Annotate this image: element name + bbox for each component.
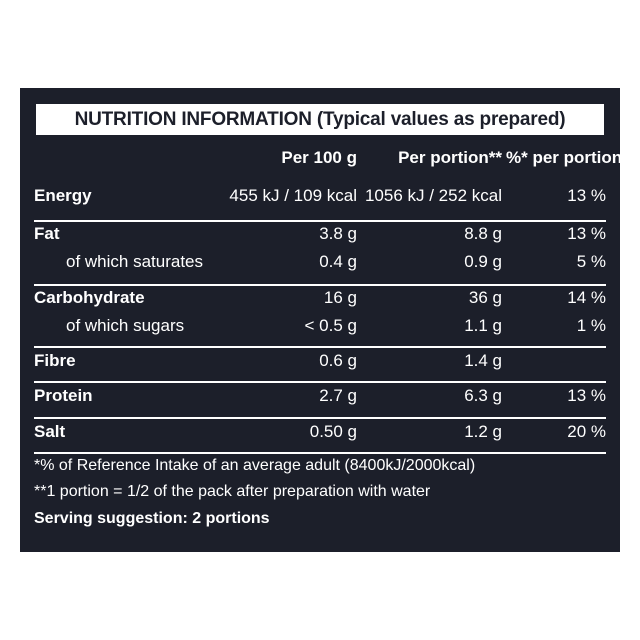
carbohydrate-portion: 36 g bbox=[468, 288, 502, 307]
divider-salt bbox=[34, 452, 606, 454]
divider-protein bbox=[34, 417, 606, 419]
label-protein: Protein bbox=[34, 386, 93, 405]
nutrition-title: NUTRITION INFORMATION (Typical values as… bbox=[36, 104, 604, 135]
header-per-100g: Per 100 g bbox=[281, 148, 357, 167]
energy-portion: 1056 kJ / 252 kcal bbox=[364, 186, 502, 205]
energy-per100: 455 kJ / 109 kcal bbox=[229, 186, 357, 205]
sugars-pct: 1 % bbox=[576, 316, 606, 335]
label-sugars: of which sugars bbox=[66, 316, 185, 335]
label-saturates: of which saturates bbox=[66, 252, 204, 271]
sugars-per100: < 0.5 g bbox=[304, 316, 357, 335]
label-salt: Salt bbox=[34, 422, 66, 441]
header-per-portion: Per portion** bbox=[398, 148, 502, 167]
footnote-serving-suggestion: Serving suggestion: 2 portions bbox=[34, 510, 270, 527]
fibre-portion: 1.4 g bbox=[464, 351, 502, 370]
label-energy: Energy bbox=[34, 186, 92, 205]
divider-carbohydrate bbox=[34, 346, 606, 348]
protein-pct: 13 % bbox=[567, 386, 606, 405]
salt-per100: 0.50 g bbox=[309, 422, 357, 441]
label-fat: Fat bbox=[34, 224, 60, 243]
energy-pct: 13 % bbox=[567, 186, 606, 205]
fat-portion: 8.8 g bbox=[464, 224, 502, 243]
protein-portion: 6.3 g bbox=[464, 386, 502, 405]
salt-pct: 20 % bbox=[567, 422, 606, 441]
protein-per100: 2.7 g bbox=[319, 386, 357, 405]
fibre-per100: 0.6 g bbox=[319, 351, 357, 370]
header-pct-per-portion: %* per portion** bbox=[506, 148, 636, 167]
saturates-portion: 0.9 g bbox=[464, 252, 502, 271]
label-carbohydrate: Carbohydrate bbox=[34, 288, 145, 307]
nutrition-panel: NUTRITION INFORMATION (Typical values as… bbox=[20, 88, 636, 552]
divider-fibre bbox=[34, 381, 606, 383]
footnote-portion: **1 portion = 1/2 of the pack after prep… bbox=[34, 483, 431, 500]
saturates-per100: 0.4 g bbox=[319, 252, 357, 271]
saturates-pct: 5 % bbox=[576, 252, 606, 271]
divider-fat bbox=[34, 284, 606, 286]
carbohydrate-pct: 14 % bbox=[567, 288, 606, 307]
sugars-portion: 1.1 g bbox=[464, 316, 502, 335]
fat-pct: 13 % bbox=[567, 224, 606, 243]
fat-per100: 3.8 g bbox=[319, 224, 357, 243]
divider-energy bbox=[34, 220, 606, 222]
label-fibre: Fibre bbox=[34, 351, 76, 370]
salt-portion: 1.2 g bbox=[464, 422, 502, 441]
footnote-reference-intake: *% of Reference Intake of an average adu… bbox=[34, 457, 476, 474]
carbohydrate-per100: 16 g bbox=[323, 288, 357, 307]
